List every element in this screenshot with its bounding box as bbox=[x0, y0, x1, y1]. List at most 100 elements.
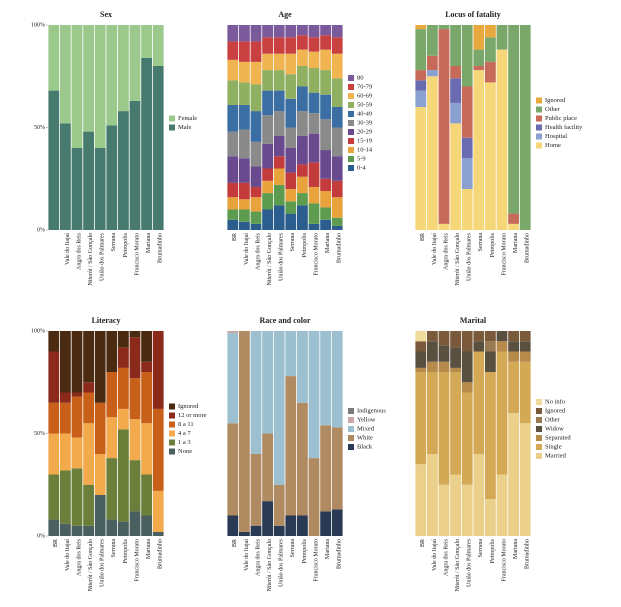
x-tick-label: Niterói / São Gonçalo bbox=[267, 233, 273, 286]
legend-label: 1 a 3 bbox=[178, 439, 191, 446]
bar-segment bbox=[508, 25, 519, 214]
legend-label: Male bbox=[178, 124, 191, 131]
bar-segment bbox=[438, 372, 450, 485]
legend-swatch bbox=[536, 133, 542, 140]
bar-segment bbox=[118, 429, 129, 522]
bar-segment bbox=[285, 37, 297, 54]
bar-segment bbox=[320, 70, 331, 95]
legend-swatch bbox=[348, 84, 354, 90]
bar-segment bbox=[485, 499, 496, 536]
bar-segment bbox=[427, 55, 438, 71]
legend-swatch bbox=[536, 417, 542, 423]
bar-segment bbox=[285, 172, 297, 189]
bar-segment bbox=[438, 361, 450, 372]
x-tick-label: BR bbox=[232, 233, 238, 241]
legend-label: 50-59 bbox=[357, 101, 372, 108]
bar-segment bbox=[239, 158, 250, 183]
bar-segment bbox=[320, 94, 331, 120]
bar-segment bbox=[250, 111, 262, 142]
bar-segment bbox=[415, 341, 427, 352]
bar-segment bbox=[227, 41, 239, 60]
x-tick-label: Niterói / São Gonçalo bbox=[88, 233, 94, 286]
x-tick-label: Niterói / São Gonçalo bbox=[88, 539, 94, 592]
bar-segment bbox=[320, 331, 331, 426]
legend-swatch bbox=[348, 426, 354, 432]
bar-segment bbox=[60, 402, 71, 434]
bar-segment bbox=[285, 515, 297, 536]
bar-segment bbox=[71, 331, 83, 393]
bar-segment bbox=[250, 186, 262, 198]
bar-segment bbox=[106, 331, 118, 372]
bar-segment bbox=[415, 367, 427, 372]
x-tick-label: Angra dos Reis bbox=[443, 232, 449, 270]
bar-segment bbox=[250, 41, 262, 62]
bar-segment bbox=[461, 484, 473, 536]
bar-segment bbox=[60, 433, 71, 471]
x-tick-label: Niterói / São Gonçalo bbox=[455, 539, 461, 592]
bar-segment bbox=[239, 25, 250, 42]
bar-segment bbox=[308, 223, 320, 230]
chart-title: Race and color bbox=[259, 316, 311, 325]
legend-swatch bbox=[348, 138, 354, 144]
bar-segment bbox=[331, 107, 343, 128]
bar-segment bbox=[227, 104, 239, 132]
bar-segment bbox=[415, 331, 427, 342]
legend-swatch bbox=[348, 111, 354, 117]
bar-segment bbox=[331, 331, 343, 428]
bar-segment bbox=[250, 197, 262, 212]
x-tick-label: Francisco Morato bbox=[501, 539, 507, 582]
bar-segment bbox=[320, 219, 331, 230]
legend-label: Hospital bbox=[545, 133, 567, 140]
bar-segment bbox=[83, 331, 94, 383]
bar-segment bbox=[485, 341, 496, 352]
bar-segment bbox=[297, 49, 308, 66]
bar-segment bbox=[320, 35, 331, 50]
legend-swatch bbox=[348, 93, 354, 99]
x-tick-label: Petropolis bbox=[302, 232, 308, 257]
bar-segment bbox=[273, 156, 285, 169]
bar-segment bbox=[106, 519, 118, 536]
bar-segment bbox=[118, 331, 129, 348]
bar-segment bbox=[250, 211, 262, 224]
legend-swatch bbox=[536, 435, 542, 441]
bar-segment bbox=[71, 468, 83, 526]
bar-segment bbox=[94, 402, 106, 454]
y-tick-label: 0% bbox=[37, 533, 45, 539]
x-tick-label: BR bbox=[420, 539, 426, 547]
legend-label: Single bbox=[545, 443, 562, 450]
bar-segment bbox=[227, 219, 239, 230]
x-tick-label: Mariana bbox=[325, 539, 331, 559]
bar-segment bbox=[331, 217, 343, 226]
bar-segment bbox=[415, 372, 427, 465]
bar-segment bbox=[438, 29, 450, 224]
bar-segment bbox=[71, 25, 83, 148]
bar-segment bbox=[239, 129, 250, 159]
bar-segment bbox=[94, 454, 106, 495]
x-tick-label: Petropolis bbox=[490, 538, 496, 563]
bar-segment bbox=[106, 417, 118, 459]
bar-segment bbox=[450, 123, 461, 230]
bar-segment bbox=[297, 331, 308, 403]
bar-segment bbox=[308, 113, 320, 134]
bar-segment bbox=[508, 361, 519, 413]
bar-segment bbox=[496, 25, 508, 50]
x-tick-label: União dos Palmares bbox=[279, 538, 285, 587]
bar-segment bbox=[519, 351, 531, 362]
bar-segment bbox=[450, 372, 461, 475]
legend-label: 12 or more bbox=[178, 412, 207, 419]
bar-segment bbox=[71, 148, 83, 230]
bar-segment bbox=[473, 25, 485, 50]
bar-segment bbox=[320, 178, 331, 192]
bar-segment bbox=[262, 331, 273, 434]
bar-segment bbox=[141, 423, 152, 475]
bar-segment bbox=[227, 197, 239, 210]
bar-segment bbox=[152, 25, 164, 66]
y-tick-label: 50% bbox=[34, 431, 45, 437]
y-tick-label: 0% bbox=[37, 227, 45, 233]
legend-swatch bbox=[348, 156, 354, 162]
bar-segment bbox=[485, 25, 496, 38]
bar-segment bbox=[438, 25, 450, 30]
bar-segment bbox=[83, 525, 94, 536]
bar-segment bbox=[239, 531, 250, 536]
bar-segment bbox=[94, 148, 106, 230]
